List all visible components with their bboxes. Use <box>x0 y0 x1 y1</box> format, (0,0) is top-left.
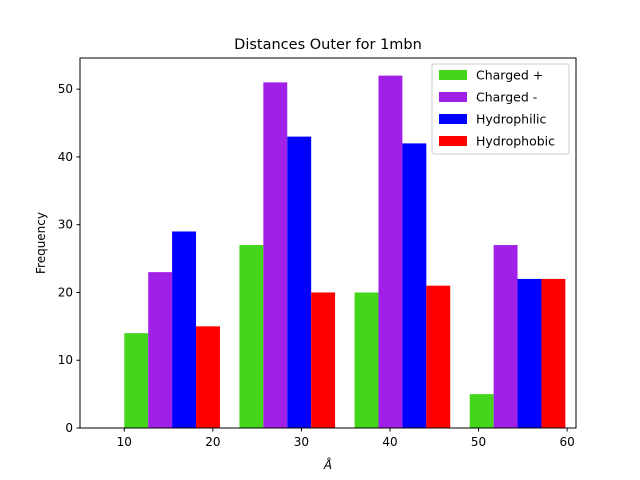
bar-hydrophilic-4 <box>517 278 542 428</box>
legend-swatch-hydrophobic <box>439 136 467 146</box>
bar-charged-1 <box>124 333 149 428</box>
bar-hydrophobic-2 <box>311 292 336 428</box>
y-axis-ticks: 0 10 20 30 40 50 <box>58 82 80 435</box>
legend-swatch-charged <box>439 92 467 102</box>
x-tick-label: 60 <box>560 435 575 449</box>
bar-charged-1 <box>148 272 173 428</box>
y-tick-label: 10 <box>58 353 73 367</box>
bar-hydrophilic-1 <box>172 231 197 428</box>
bar-hydrophobic-3 <box>426 285 451 428</box>
legend-label-hydrophobic: Hydrophobic <box>476 134 555 149</box>
y-tick-label: 20 <box>58 285 73 299</box>
bar-charged-3 <box>378 75 403 428</box>
x-tick-label: 50 <box>471 435 486 449</box>
legend-label-charged: Charged + <box>476 68 543 83</box>
x-tick-label: 40 <box>382 435 397 449</box>
x-axis-ticks: 10 20 30 40 50 60 <box>117 428 575 449</box>
bar-charged-2 <box>263 82 288 429</box>
y-axis-label: Frequency <box>34 212 48 274</box>
bar-charged-2 <box>239 245 264 428</box>
bar-hydrophobic-4 <box>541 278 566 428</box>
legend-label-charged: Charged - <box>476 90 537 105</box>
bar-hydrophilic-3 <box>402 143 427 428</box>
bar-charged-3 <box>354 292 379 428</box>
y-tick-label: 40 <box>58 150 73 164</box>
y-tick-label: 30 <box>58 218 73 232</box>
x-axis-label: Å <box>323 457 332 472</box>
legend-box <box>431 63 570 155</box>
x-tick-label: 30 <box>294 435 309 449</box>
bar-hydrophilic-2 <box>287 136 312 428</box>
legend-swatch-hydrophilic <box>439 114 467 124</box>
chart-title: Distances Outer for 1mbn <box>234 37 422 53</box>
x-tick-label: 20 <box>205 435 220 449</box>
bar-charged-4 <box>469 394 494 428</box>
x-tick-label: 10 <box>117 435 132 449</box>
bar-charged-4 <box>493 245 518 428</box>
legend: Charged + Charged - Hydrophilic Hydrophobic <box>431 63 570 155</box>
y-tick-label: 50 <box>58 82 73 96</box>
bar-hydrophobic-1 <box>196 326 220 428</box>
plot-frame <box>79 57 577 429</box>
y-tick-label: 0 <box>65 421 73 435</box>
legend-swatch-charged <box>439 70 467 80</box>
legend-label-hydrophilic: Hydrophilic <box>476 112 547 127</box>
bars-group <box>124 75 566 429</box>
